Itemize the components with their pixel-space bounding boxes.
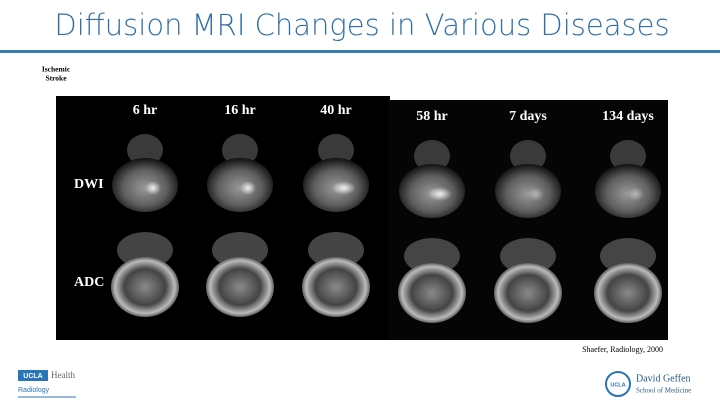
adc-brain [594,263,662,323]
adc-head [212,232,268,268]
dwi-brain [112,158,178,212]
mri-figure [56,96,668,340]
slide-title: Diffusion MRI Changes in Various Disease… [54,8,669,42]
adc-head [308,232,364,268]
adc-brain [302,257,370,317]
dwi-lesion [332,181,356,195]
dwi-head [510,140,546,172]
citation: Shaefer, Radiology, 2000 [582,345,663,354]
adc-head [600,238,656,274]
dwi-lesion [240,181,256,195]
dwi-head [127,134,163,166]
timepoint-label: 6 hr [133,103,158,118]
dwi-lesion [145,181,161,195]
dwi-lesion [528,187,544,201]
title-rule [0,50,720,53]
label-line: Ischemic [42,65,71,74]
adc-brain [206,257,274,317]
label-line: Stroke [45,74,67,83]
logo-department: Radiology [18,387,50,394]
geffen-logo: UCLA David Geffen School of Medicine [605,371,691,397]
adc-brain [494,263,562,323]
adc-brain [111,257,179,317]
logo-school: School of Medicine [636,387,691,395]
logo-badge-text: UCLA [610,382,625,388]
dwi-brain [595,164,661,218]
logo-badge [18,370,48,381]
adc-head [404,238,460,274]
dwi-lesion [628,187,644,201]
dwi-brain [495,164,561,218]
dwi-head [610,140,646,172]
timepoint-label: 58 hr [416,109,448,124]
timepoint-label: 134 days [602,109,654,124]
adc-brain [398,263,466,323]
timepoint-label: 40 hr [320,103,352,118]
logo-name: Health [51,370,75,380]
dwi-head [414,140,450,172]
dwi-lesion [428,187,452,201]
logo-fineprint [18,396,76,398]
logo-badge-text: UCLA [23,373,42,380]
row-label: ADC [74,275,104,290]
logo-name: David Geffen [636,373,691,384]
timepoint-label: 16 hr [224,103,256,118]
adc-head [117,232,173,268]
logo-seal [605,371,631,397]
dwi-head [222,134,258,166]
ucla-health-logo: UCLA Health Radiology [18,370,76,398]
timepoint-label: 7 days [509,109,547,124]
dwi-brain [207,158,273,212]
row-label: DWI [74,177,104,192]
dwi-head [318,134,354,166]
adc-head [500,238,556,274]
